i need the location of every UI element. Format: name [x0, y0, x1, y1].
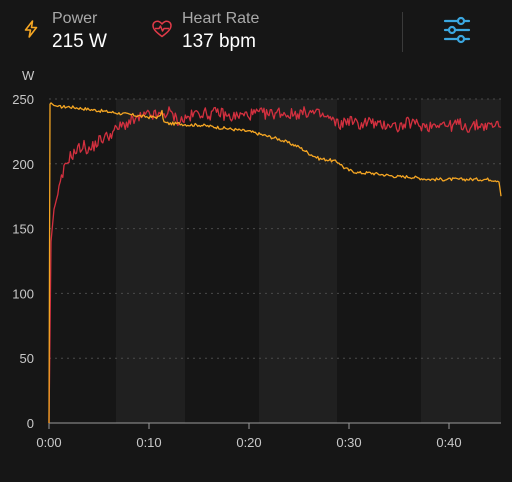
- y-tick-label: 0: [27, 416, 34, 431]
- y-tick-label: 150: [12, 222, 34, 237]
- y-axis-unit-label: W: [22, 68, 35, 83]
- y-tick-label: 100: [12, 286, 34, 301]
- y-tick-label: 250: [12, 92, 34, 107]
- y-tick-label: 200: [12, 157, 34, 172]
- header-divider: [402, 12, 403, 52]
- heart-rate-value: 137 bpm: [182, 31, 256, 52]
- chart-canvas: 0 50 100 150 200 250 0:00 0:10 0:20 0:30 0:40 W: [12, 68, 502, 450]
- power-series-line: [48, 102, 502, 424]
- x-tick-label: 0:00: [36, 435, 61, 450]
- lightning-bolt-icon: [24, 20, 38, 38]
- chart-settings-button[interactable]: [440, 15, 474, 45]
- power-value: 215 W: [52, 31, 107, 52]
- chart-background-band: [116, 99, 185, 423]
- x-tick-label: 0:20: [236, 435, 261, 450]
- chart-background-band: [259, 99, 337, 423]
- x-tick-label: 0:40: [436, 435, 461, 450]
- power-heart-rate-chart[interactable]: 0 50 100 150 200 250 0:00 0:10 0:20 0:30 0:40 W: [0, 62, 512, 477]
- x-tick-label: 0:30: [336, 435, 361, 450]
- heart-pulse-icon: [152, 20, 172, 38]
- power-label: Power: [52, 10, 98, 27]
- heart-rate-series-line: [48, 106, 502, 424]
- metrics-header: Power 215 W Heart Rate 137 bpm: [0, 0, 512, 62]
- x-tick-label: 0:10: [136, 435, 161, 450]
- sliders-icon: [443, 16, 471, 44]
- chart-background-band: [421, 99, 501, 423]
- heart-rate-label: Heart Rate: [182, 10, 260, 27]
- y-tick-label: 50: [20, 351, 34, 366]
